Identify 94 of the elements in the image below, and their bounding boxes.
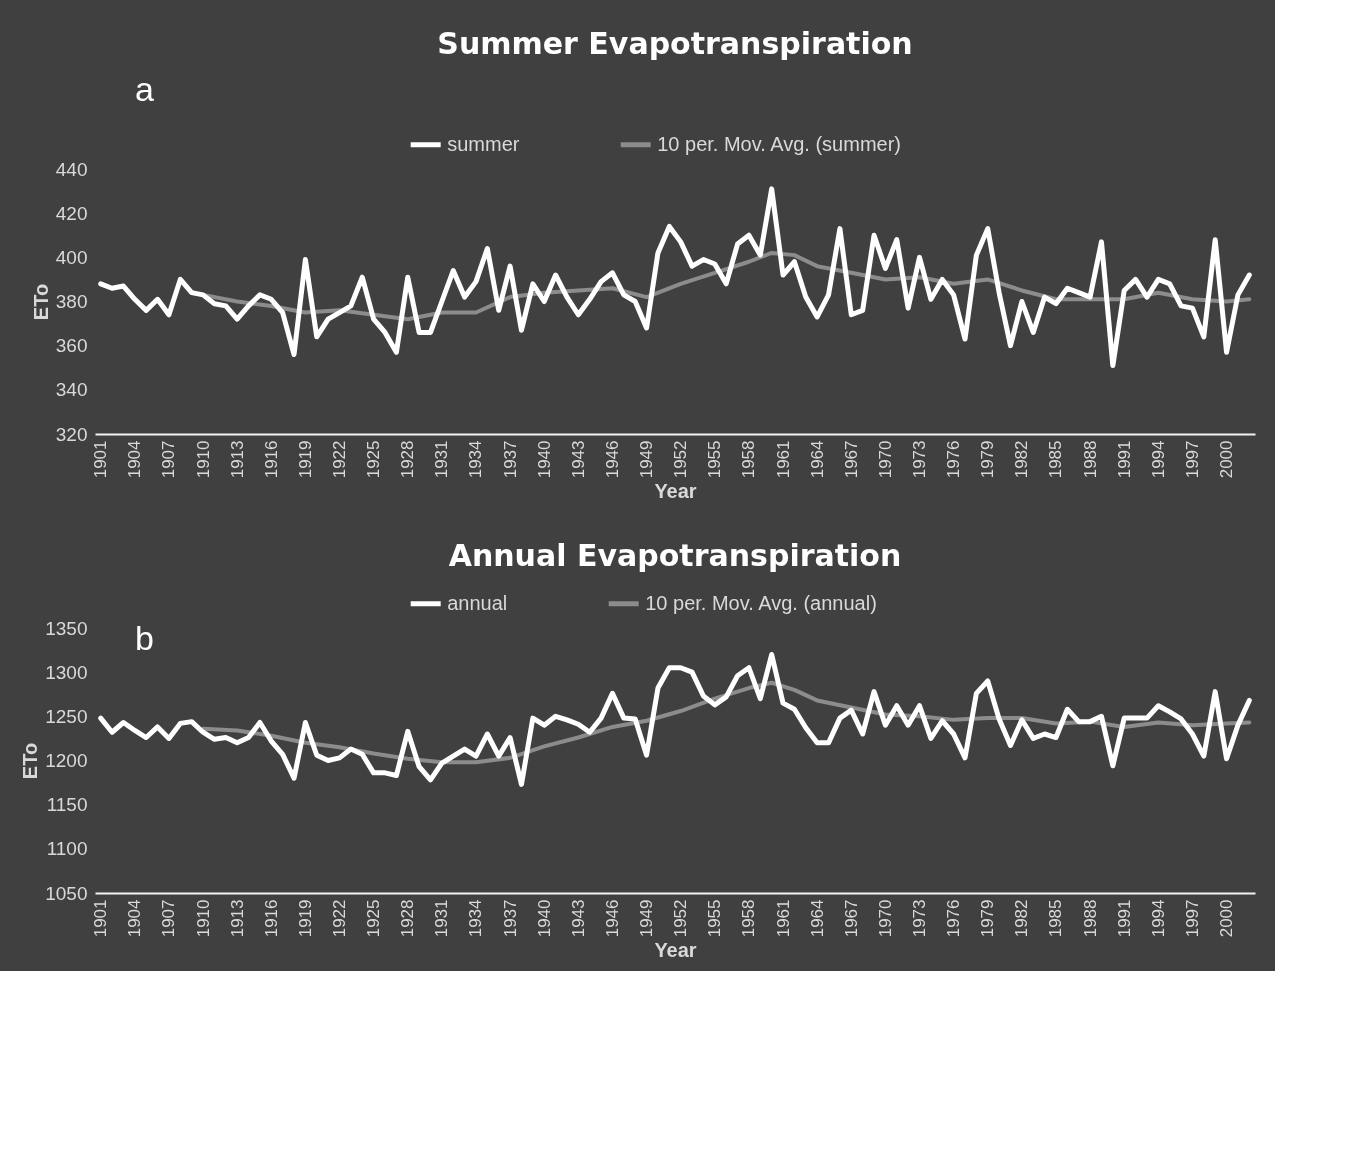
x-tick-label: 1922	[330, 440, 350, 479]
x-tick-label: 1913	[227, 899, 247, 938]
x-tick-label: 1994	[1148, 899, 1168, 938]
x-tick-label: 1901	[91, 440, 111, 479]
x-tick-label: 1952	[671, 899, 691, 938]
x-tick-label: 1937	[500, 899, 520, 938]
x-tick-label: 1985	[1046, 440, 1066, 479]
y-axis-title: ETo	[29, 283, 52, 321]
x-tick-label: 1931	[432, 440, 452, 479]
x-axis-title: Year	[654, 939, 697, 962]
x-tick-label: 1925	[364, 899, 384, 938]
x-tick-label: 1940	[534, 899, 554, 938]
x-tick-label: 1910	[193, 899, 213, 938]
x-tick-label: 1991	[1114, 899, 1134, 938]
x-tick-label: 1964	[807, 440, 827, 479]
x-tick-label: 1919	[295, 899, 315, 938]
x-tick-label: 1922	[330, 899, 350, 938]
x-tick-label: 1991	[1114, 440, 1134, 479]
x-tick-label: 1976	[944, 440, 964, 479]
x-tick-label: 1982	[1012, 440, 1032, 479]
text: a	[135, 70, 154, 108]
x-tick-label: 1949	[637, 440, 657, 479]
x-tick-label: 2000	[1217, 440, 1237, 479]
y-tick-label: 400	[55, 246, 88, 268]
chart-title: Summer Evapotranspiration	[437, 26, 913, 61]
x-tick-label: 1910	[193, 440, 213, 479]
x-tick-label: 1970	[875, 440, 895, 479]
x-tick-label: 1988	[1080, 899, 1100, 938]
x-tick-label: 1994	[1148, 440, 1168, 479]
x-tick-label: 1985	[1046, 899, 1066, 938]
x-tick-label: 1973	[910, 440, 930, 479]
x-tick-label: 1943	[568, 440, 588, 479]
x-tick-label: 1997	[1182, 440, 1202, 479]
x-tick-label: 1997	[1182, 899, 1202, 938]
legend-label: summer	[447, 132, 520, 155]
x-tick-label: 1919	[295, 440, 315, 479]
y-tick-label: 440	[55, 158, 88, 180]
x-tick-label: 1946	[602, 440, 622, 479]
x-tick-label: 1988	[1080, 440, 1100, 479]
x-tick-label: 1958	[739, 440, 759, 479]
x-tick-label: 1943	[568, 899, 588, 938]
x-tick-label: 1964	[807, 899, 827, 938]
x-tick-label: 1913	[227, 440, 247, 479]
y-tick-label: 1150	[46, 794, 88, 816]
y-tick-label: 1350	[45, 617, 88, 639]
x-axis-title: Year	[654, 480, 697, 503]
y-tick-label: 320	[55, 423, 88, 445]
y-tick-label: 1100	[46, 838, 88, 860]
x-tick-label: 1916	[261, 899, 281, 938]
x-tick-label: 1979	[978, 899, 998, 938]
x-tick-label: 1937	[500, 440, 520, 479]
y-tick-label: 1200	[45, 750, 88, 771]
x-tick-label: 1907	[159, 899, 179, 938]
x-tick-label: 1955	[705, 899, 725, 938]
x-tick-label: 1970	[875, 899, 895, 938]
x-tick-label: 1925	[364, 440, 384, 479]
x-tick-label: 1934	[466, 899, 486, 938]
x-tick-label: 1958	[739, 899, 759, 938]
y-axis-title: ETo	[19, 742, 42, 780]
x-tick-label: 1904	[125, 899, 145, 938]
x-tick-label: 2000	[1217, 899, 1237, 938]
x-tick-label: 1976	[944, 899, 964, 938]
legend-label: 10 per. Mov. Avg. (summer)	[657, 132, 901, 155]
legend-label: 10 per. Mov. Avg. (annual)	[645, 591, 877, 614]
x-tick-label: 1961	[773, 440, 793, 479]
x-tick-label: 1982	[1012, 899, 1032, 938]
y-tick-label: 420	[55, 202, 88, 224]
x-tick-label: 1952	[671, 440, 691, 479]
x-tick-label: 1949	[637, 899, 657, 938]
x-tick-label: 1907	[159, 440, 179, 479]
x-tick-label: 1928	[398, 440, 418, 479]
x-tick-label: 1934	[466, 440, 486, 479]
x-tick-label: 1973	[910, 899, 930, 938]
x-tick-label: 1967	[841, 440, 861, 479]
y-tick-label: 1300	[45, 661, 88, 683]
y-tick-label: 1250	[45, 705, 88, 727]
x-tick-label: 1967	[841, 899, 861, 938]
y-tick-label: 360	[55, 335, 88, 357]
legend-label: annual	[447, 591, 508, 614]
x-tick-label: 1904	[125, 440, 145, 479]
x-tick-label: 1979	[978, 440, 998, 479]
x-tick-label: 1916	[261, 440, 281, 479]
x-tick-label: 1946	[602, 899, 622, 938]
y-tick-label: 340	[55, 379, 88, 401]
x-tick-label: 1961	[773, 899, 793, 938]
x-tick-label: 1901	[91, 899, 111, 938]
x-tick-label: 1928	[398, 899, 418, 938]
y-tick-label: 1050	[45, 882, 88, 904]
x-tick-label: 1931	[432, 899, 452, 938]
annotation: b	[135, 619, 154, 657]
x-tick-label: 1955	[705, 440, 725, 479]
x-tick-label: 1940	[534, 440, 554, 479]
y-tick-label: 380	[55, 291, 88, 312]
chart-title: Annual Evapotranspiration	[448, 538, 902, 573]
